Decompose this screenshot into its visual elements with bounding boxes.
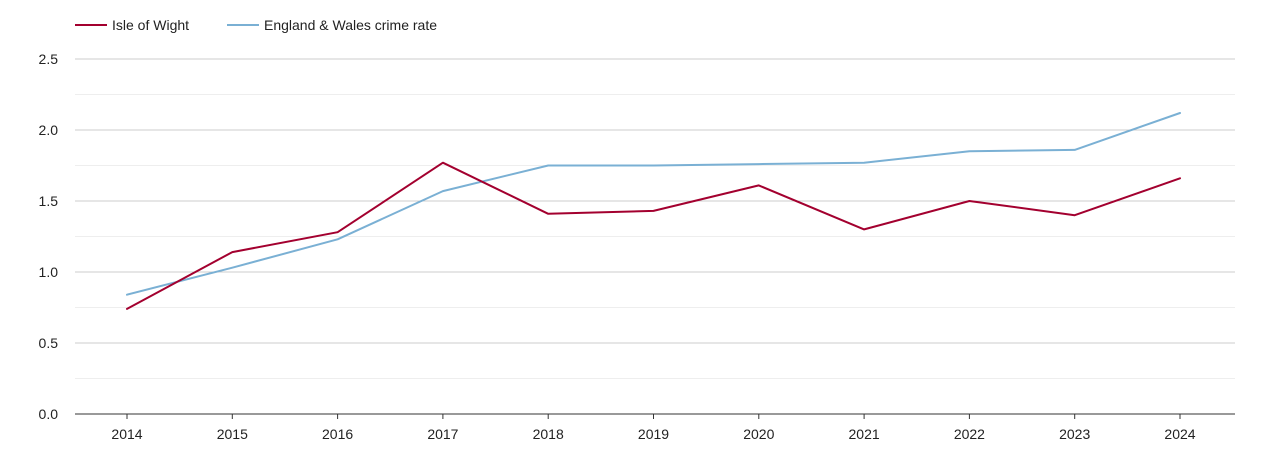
series-line-isle-of-wight[interactable]: [126, 161, 1181, 310]
x-tick-label: 2023: [1059, 426, 1090, 442]
y-tick-label: 0.0: [39, 406, 59, 422]
legend-item-england-wales[interactable]: England & Wales crime rate: [227, 17, 437, 33]
x-tick-label: 2014: [111, 426, 142, 442]
series-lines: [126, 112, 1181, 310]
y-tick-label: 1.5: [39, 193, 59, 209]
series-line-england-wales-crime-rate[interactable]: [126, 112, 1181, 296]
x-tick-label: 2019: [638, 426, 669, 442]
x-tick-label: 2016: [322, 426, 353, 442]
x-tick-label: 2018: [533, 426, 564, 442]
x-tick-label: 2020: [743, 426, 774, 442]
x-tick-label: 2015: [217, 426, 248, 442]
legend-label-england-wales: England & Wales crime rate: [264, 17, 437, 33]
y-tick-label: 2.0: [39, 122, 59, 138]
axes: 0.0 0.5 1.0 1.5 2.0 2.5 2014 2015 2016 2017 2018 20…: [39, 51, 1235, 442]
legend-item-isle-of-wight[interactable]: Isle of Wight: [75, 17, 189, 33]
y-tick-label: 2.5: [39, 51, 59, 67]
x-tick-label: 2022: [954, 426, 985, 442]
x-tick-label: 2017: [427, 426, 458, 442]
y-tick-label: 0.5: [39, 335, 59, 351]
x-tick-label: 2024: [1164, 426, 1195, 442]
legend: Isle of Wight England & Wales crime rate: [75, 17, 437, 33]
y-tick-label: 1.0: [39, 264, 59, 280]
gridlines: [75, 58, 1235, 379]
legend-label-isle-of-wight: Isle of Wight: [112, 17, 189, 33]
x-tick-label: 2021: [849, 426, 880, 442]
